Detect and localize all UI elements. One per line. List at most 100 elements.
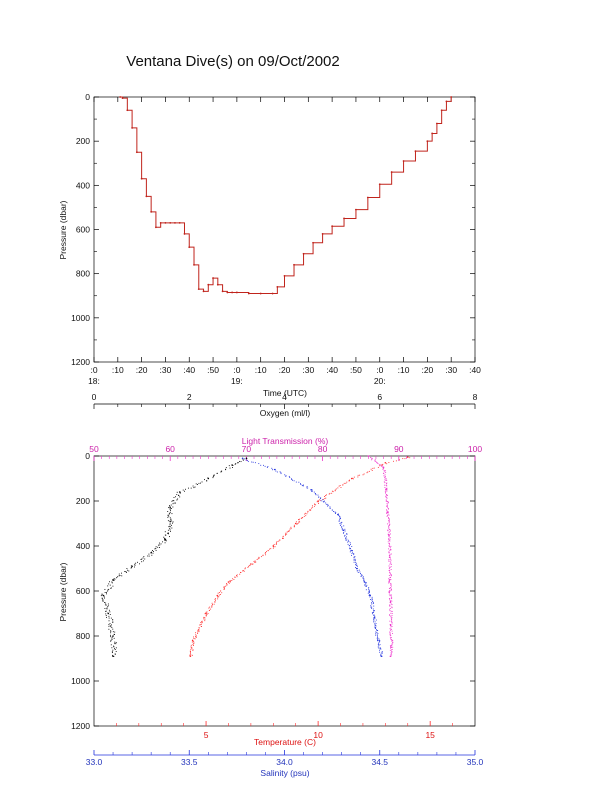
dive-trace-point xyxy=(402,160,405,162)
temperature-point xyxy=(195,637,197,638)
oxygen-point xyxy=(171,500,173,502)
light-point xyxy=(391,622,393,623)
temperature-point xyxy=(342,484,344,486)
temperature-point xyxy=(223,588,225,590)
light-point xyxy=(388,528,390,530)
oxygen-point xyxy=(106,593,107,595)
temperature-point xyxy=(357,476,359,478)
dive-trace-point xyxy=(276,286,279,288)
salinity-point xyxy=(320,500,322,502)
temperature-point xyxy=(254,562,256,563)
oxygen-point xyxy=(110,617,112,619)
salinity-point xyxy=(377,638,378,640)
salinity-point xyxy=(351,546,353,547)
light-point xyxy=(388,552,390,554)
temperature-tick-label: 5 xyxy=(204,730,209,740)
salinity-point xyxy=(280,473,282,475)
salinity-point xyxy=(311,489,313,491)
salinity-point xyxy=(379,648,381,650)
salinity-point xyxy=(380,653,382,655)
y-tick-label: 400 xyxy=(76,180,90,190)
temperature-point xyxy=(198,630,200,632)
temperature-point xyxy=(198,627,200,628)
temperature-point xyxy=(298,519,299,520)
oxygen-marker xyxy=(178,491,181,493)
light-point xyxy=(388,580,390,582)
salinity-point xyxy=(322,501,324,503)
light-point xyxy=(381,466,383,467)
oxygen-point xyxy=(106,616,107,618)
temperature-point xyxy=(236,575,237,577)
salinity-point xyxy=(372,608,374,610)
oxygen-point xyxy=(162,541,164,543)
light-point xyxy=(390,598,392,600)
oxygen-point xyxy=(134,563,136,565)
salinity-point xyxy=(378,645,380,647)
salinity-point xyxy=(264,465,266,467)
temperature-point xyxy=(320,499,322,501)
salinity-point xyxy=(363,580,365,582)
temperature-point xyxy=(189,653,191,655)
light-point xyxy=(385,478,387,480)
oxygen-point xyxy=(154,548,156,550)
temperature-point xyxy=(279,539,281,541)
temperature-point xyxy=(192,644,194,646)
salinity-point xyxy=(375,627,377,628)
oxygen-point xyxy=(112,649,114,651)
temperature-point xyxy=(318,499,320,501)
salinity-point xyxy=(381,651,383,653)
oxygen-point xyxy=(108,588,110,590)
salinity-point xyxy=(279,471,281,473)
salinity-point xyxy=(339,515,341,517)
light-point xyxy=(389,531,391,532)
oxygen-point xyxy=(212,477,214,479)
oxygen-marker xyxy=(112,655,114,658)
oxygen-tick-label: 2 xyxy=(187,392,192,402)
salinity-point xyxy=(361,574,363,576)
light-tick-label: 100 xyxy=(468,444,482,454)
temperature-point xyxy=(316,501,318,503)
temperature-point xyxy=(304,513,306,515)
oxygen-point xyxy=(159,547,161,548)
temperature-point xyxy=(252,563,253,565)
light-point xyxy=(384,492,386,494)
light-marker xyxy=(389,655,392,658)
oxygen-point xyxy=(216,473,218,474)
dive-trace-point xyxy=(183,233,186,235)
dive-trace-point xyxy=(202,290,205,293)
salinity-point xyxy=(364,584,366,586)
oxygen-marker xyxy=(107,612,110,615)
temperature-point xyxy=(346,481,348,483)
salinity-point xyxy=(374,615,376,617)
temperature-point xyxy=(329,492,331,494)
light-point xyxy=(389,595,391,597)
salinity-point xyxy=(371,612,373,614)
light-point xyxy=(387,530,389,532)
salinity-point xyxy=(368,589,370,591)
light-point xyxy=(388,598,390,599)
light-marker xyxy=(388,578,391,581)
oxygen-point xyxy=(104,588,106,590)
salinity-point xyxy=(295,481,297,483)
light-point xyxy=(386,509,387,511)
temperature-point xyxy=(203,618,205,620)
oxygen-point xyxy=(125,571,127,573)
temperature-point xyxy=(286,531,288,533)
temperature-point xyxy=(395,460,397,462)
salinity-point xyxy=(302,485,304,487)
light-marker xyxy=(388,533,390,536)
temperature-point xyxy=(307,511,309,513)
temperature-point xyxy=(205,614,207,616)
salinity-point xyxy=(355,567,356,568)
oxygen-point xyxy=(225,469,227,471)
temperature-point xyxy=(191,654,193,656)
temperature-point xyxy=(274,546,276,548)
temperature-point xyxy=(193,642,195,644)
temperature-point xyxy=(399,459,400,461)
temperature-point xyxy=(282,536,284,538)
temperature-point xyxy=(322,498,324,500)
light-point xyxy=(389,577,391,579)
oxygen-point xyxy=(172,503,174,505)
temperature-point xyxy=(205,615,207,617)
oxygen-point xyxy=(104,602,105,604)
